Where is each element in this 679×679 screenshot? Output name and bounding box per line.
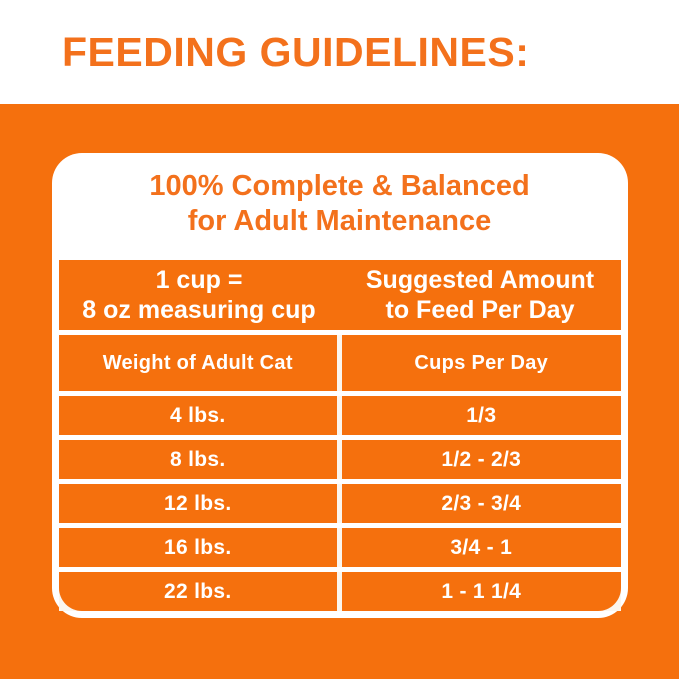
orange-panel: 100% Complete & Balanced for Adult Maint… [0,104,679,679]
suggested-amount-note-line2: to Feed Per Day [385,296,575,324]
page-title: FEEDING GUIDELINES: [62,28,530,75]
guidelines-card: 100% Complete & Balanced for Adult Maint… [51,153,628,618]
suggested-amount-note-line1: Suggested Amount [365,266,595,294]
table-row: 8 lbs. 1/2 - 2/3 [58,440,621,479]
measuring-cup-note-line1: 1 cup = [155,266,243,294]
page-header: FEEDING GUIDELINES: [0,0,679,104]
weight-cell: 8 lbs. [58,440,337,479]
weight-cell: 4 lbs. [58,396,337,435]
measuring-cup-note-line2: 8 oz measuring cup [82,296,316,324]
table-row: 16 lbs. 3/4 - 1 [58,528,621,567]
column-header-weight: Weight of Adult Cat [58,335,337,391]
table-row: 22 lbs. 1 - 1 1/4 [58,572,621,611]
table-row: 12 lbs. 2/3 - 3/4 [58,484,621,523]
weight-cell: 22 lbs. [58,572,337,611]
card-title-line1: 100% Complete & Balanced [149,170,530,202]
cups-cell: 1/3 [342,396,621,435]
suggested-amount-note: Suggested Amount to Feed Per Day [339,260,621,330]
cups-cell: 1/2 - 2/3 [342,440,621,479]
weight-cell: 12 lbs. [58,484,337,523]
column-header-cups: Cups Per Day [342,335,621,391]
card-title: 100% Complete & Balanced for Adult Maint… [59,153,621,255]
cups-cell: 1 - 1 1/4 [342,572,621,611]
measuring-cup-note: 1 cup = 8 oz measuring cup [58,260,340,330]
cups-cell: 2/3 - 3/4 [342,484,621,523]
cups-cell: 3/4 - 1 [342,528,621,567]
card-title-line2: for Adult Maintenance [187,205,492,237]
table-column-header-row: Weight of Adult Cat Cups Per Day [58,335,621,391]
table-merged-header-row: 1 cup = 8 oz measuring cup Suggested Amo… [58,260,621,330]
weight-cell: 16 lbs. [58,528,337,567]
table-row: 4 lbs. 1/3 [58,396,621,435]
